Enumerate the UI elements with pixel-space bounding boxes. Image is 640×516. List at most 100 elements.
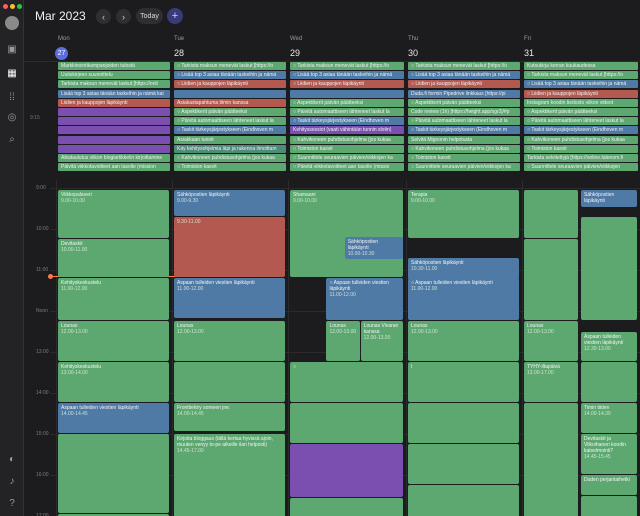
today-button[interactable]: Today bbox=[136, 8, 163, 24]
all-day-task[interactable]: ○ Kahvikoneen puhdistusohjelma (jos kuka… bbox=[524, 135, 638, 144]
calendar-event[interactable] bbox=[581, 216, 637, 321]
next-week-button[interactable]: › bbox=[116, 9, 131, 24]
calendar-event[interactable] bbox=[581, 495, 637, 516]
all-day-task[interactable]: ○ Aspektikerit päivän päätteeksi bbox=[408, 98, 520, 107]
calendar-event[interactable]: Sähköpostien läpikäynti 10.00-10.30 bbox=[344, 237, 403, 259]
all-day-task[interactable]: Code review (1h) [https://height.app/sgr… bbox=[408, 108, 520, 116]
all-day-task[interactable]: ○ Päivitä automaattiseen lähteneet lasku… bbox=[524, 117, 638, 126]
calendar-event[interactable]: Terapia 9.00-10.00 bbox=[408, 190, 519, 239]
calendar-event[interactable]: Devitaskit 10.00-11.00 bbox=[58, 239, 169, 278]
calendar-event[interactable]: Aspaan tulleiden viestien läpikäynti 14.0… bbox=[58, 403, 169, 433]
calendar-event[interactable]: Devitaskit ja Vilkoihanen koodin katselm… bbox=[581, 434, 637, 474]
all-day-task[interactable]: ○ Lisää top 3 asiaa tänään taskeihin ja … bbox=[524, 80, 638, 89]
all-day-task[interactable]: Instagram koodin tiedosto viikon videot bbox=[524, 98, 638, 107]
search-icon[interactable]: ⌕ bbox=[9, 133, 15, 145]
calendar-event[interactable]: Viikkopalaveri 9.00-10.00 bbox=[58, 190, 169, 239]
all-day-task[interactable]: Tarkista maksun menevät laskut [https://… bbox=[58, 80, 170, 89]
bell-icon[interactable]: ♪ bbox=[9, 475, 15, 487]
avatar[interactable] bbox=[5, 16, 19, 30]
calendar-event[interactable]: ○ Aspaan tulleiden viestien läpikäynti 11… bbox=[408, 278, 519, 321]
prev-week-button[interactable]: ‹ bbox=[96, 9, 111, 24]
calendar-event[interactable] bbox=[524, 239, 578, 321]
all-day-task[interactable]: ○ Liidien ja kauppojen läpikäynti bbox=[524, 89, 638, 98]
all-day-task[interactable]: ○ Toimiston kasvit bbox=[174, 163, 286, 172]
calendar-event[interactable]: Timin tiiden 14.00-14.30 bbox=[581, 403, 637, 433]
add-event-button[interactable]: + bbox=[167, 8, 183, 24]
close-window-icon[interactable] bbox=[3, 4, 8, 9]
target-icon[interactable]: ◎ bbox=[7, 111, 17, 123]
calendar-event[interactable]: Kirjoita bloggaus (tällä kertaa hyvissä … bbox=[174, 434, 285, 516]
all-day-task[interactable]: ○ Suunnittele seuraavien päivien/viikkoj… bbox=[290, 154, 404, 162]
day-header-tue[interactable]: Tue 28 bbox=[174, 34, 288, 62]
all-day-task[interactable]: ○ Toimiston kasvit bbox=[408, 154, 520, 162]
calendar-event[interactable]: Lounas 12.00-13.00 bbox=[326, 321, 360, 362]
all-day-task[interactable]: ○ Tarkista maksun menevät laskut [https:… bbox=[524, 71, 638, 80]
calendar-event[interactable]: 9.30-11.00 bbox=[174, 216, 285, 278]
help-icon[interactable]: ? bbox=[9, 497, 15, 509]
all-day-task[interactable]: Tarkista selvitettyjä [https://online.ta… bbox=[524, 154, 638, 162]
all-day-task[interactable]: ○ Kahvikoneen puhdistusohjelma (jos kuka… bbox=[408, 144, 520, 153]
calendar-event[interactable]: Lounas 12.00-13.00 bbox=[524, 321, 578, 362]
day-header-mon[interactable]: Mon 27 bbox=[55, 34, 172, 62]
all-day-task[interactable] bbox=[174, 89, 286, 98]
moon-icon[interactable]: ◐ bbox=[8, 453, 16, 465]
all-day-task[interactable]: ○ Taskit tärkeysjärjestykseen (Eindhoven… bbox=[174, 126, 286, 135]
calendar-event[interactable]: Lounas Vivaran kanssa 12.00-13.00 bbox=[360, 321, 403, 362]
calendar-event[interactable] bbox=[524, 190, 578, 239]
all-day-task[interactable]: Duda.fi formin Pipedrive linkkaus [https… bbox=[408, 89, 520, 98]
all-day-task[interactable]: ○ Liidien ja kauppojen läpikäynti bbox=[290, 80, 404, 89]
calendar-event[interactable] bbox=[174, 362, 285, 403]
calendar-event[interactable] bbox=[408, 403, 519, 444]
calendar-event[interactable] bbox=[58, 434, 169, 513]
all-day-task[interactable] bbox=[58, 144, 170, 153]
all-day-task[interactable]: Lisää top 3 asiaa tänään taskeihin ja nä… bbox=[58, 89, 170, 98]
all-day-task[interactable]: Kutsukirja kerran kuukaudessa bbox=[524, 62, 638, 70]
all-day-task[interactable]: ○ Päivitä automaattiseen lähteneet lasku… bbox=[408, 117, 520, 126]
apps-icon[interactable]: ⁞⁞ bbox=[9, 91, 15, 103]
calendar-event[interactable] bbox=[524, 403, 578, 516]
all-day-task[interactable]: ○ Liidien ja kauppojen läpikäynti bbox=[408, 80, 520, 89]
calendar-event[interactable] bbox=[290, 497, 403, 516]
day-header-wed[interactable]: Wed 29 bbox=[290, 34, 406, 62]
calendar-event[interactable]: Lounas 12.00-13.00 bbox=[408, 321, 519, 362]
all-day-task[interactable]: Liidien ja kauppojen läpikäynti bbox=[58, 98, 170, 107]
all-day-task[interactable]: ○ Kahvikoneen puhdistusohjelma (jos kuka… bbox=[174, 154, 286, 162]
calendar-event[interactable]: Kehityskeskustelu 11.00-12.00 bbox=[58, 278, 169, 321]
calendar-event[interactable] bbox=[408, 485, 519, 516]
all-day-task[interactable] bbox=[58, 126, 170, 135]
all-day-task[interactable]: Kehityssessiot (vaati vähintään tunnin s… bbox=[290, 126, 404, 135]
day-header-thu[interactable]: Thu 30 bbox=[408, 34, 522, 62]
calendar-event[interactable] bbox=[581, 362, 637, 403]
all-day-task[interactable]: ○ Aspektikerit päivän päätteeksi bbox=[524, 108, 638, 116]
all-day-task[interactable] bbox=[58, 135, 170, 144]
calendar-event[interactable]: Duden perjantaihetki bbox=[581, 475, 637, 495]
calendar-event[interactable] bbox=[290, 403, 403, 444]
calendar-event[interactable]: Shamaani 9.00-10.00 bbox=[290, 190, 403, 278]
calendar-event[interactable]: Aspaan tulleiden viestien läpikäynti 12.3… bbox=[581, 331, 637, 362]
maximize-window-icon[interactable] bbox=[17, 4, 22, 9]
calendar-event[interactable]: Lounas 12.00-13.00 bbox=[58, 321, 169, 362]
all-day-task[interactable]: Aikataulutus viikon blogiartikkelin kirj… bbox=[58, 154, 170, 162]
all-day-task[interactable]: ○ Päivitä automaattiseen lähteneet lasku… bbox=[290, 108, 404, 116]
all-day-task[interactable] bbox=[58, 108, 170, 116]
calendar-event[interactable]: Sähköpostien läpikäynti bbox=[581, 190, 637, 208]
all-day-task[interactable] bbox=[58, 117, 170, 126]
calendar-event[interactable]: TYHY-iltapäivä 13.00-17.00 bbox=[524, 362, 578, 403]
all-day-task[interactable] bbox=[290, 89, 404, 98]
all-day-task[interactable]: Uutiskirjeen suunnittelu bbox=[58, 71, 170, 80]
all-day-task[interactable]: ○ Tarkista maksun menevät laskut [https:… bbox=[290, 62, 404, 70]
all-day-task[interactable]: ○ Taskit tärkeysjärjestykseen (Eindhoven… bbox=[408, 126, 520, 135]
all-day-task[interactable]: Asiakastapahtuma tiimin kanssa bbox=[174, 98, 286, 107]
all-day-task[interactable]: Käy kehitysohjelmia läpi ja rakenna ilmo… bbox=[174, 144, 286, 153]
all-day-task[interactable]: ○ Taskit tärkeysjärjestykseen (Eindhoven… bbox=[290, 117, 404, 126]
all-day-task[interactable]: ○ Liidien ja kauppojen läpikäynti bbox=[174, 80, 286, 89]
all-day-task[interactable]: ○ Lisää top 3 asiaa tänään taskeihin ja … bbox=[408, 71, 520, 80]
all-day-task[interactable]: ○ Toimiston kasvit bbox=[290, 144, 404, 153]
calendar-event[interactable]: Lounas 12.00-13.00 bbox=[174, 321, 285, 362]
calendar-event[interactable]: Kehityskeskustelu 13.00-14.00 bbox=[58, 362, 169, 403]
all-day-task[interactable]: Päivitä viikkotavoitteet aan tasolle (mi… bbox=[58, 163, 170, 172]
inbox-icon[interactable]: ▣ bbox=[7, 43, 17, 55]
calendar-event[interactable]: ○ Aspaan tulleiden viestien läpikäynti 11… bbox=[326, 278, 403, 321]
calendar-icon[interactable]: ▦ bbox=[7, 67, 17, 79]
calendar-event[interactable]: Sähköpostien läpikäynti 10.30-11.00 bbox=[408, 257, 519, 280]
